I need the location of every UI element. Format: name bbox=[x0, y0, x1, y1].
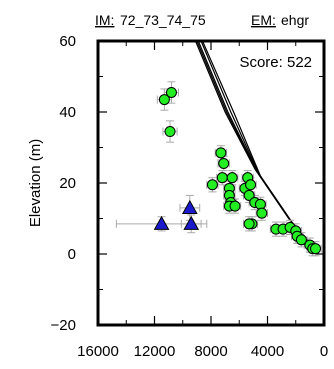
circle-data-point bbox=[229, 200, 241, 212]
x-tick-label: 0 bbox=[320, 343, 328, 360]
em-value: ehgr bbox=[281, 12, 309, 28]
y-tick-label: −20 bbox=[51, 317, 76, 334]
y-axis-label: Elevation (m) bbox=[27, 139, 44, 227]
circle-data-point bbox=[165, 86, 177, 98]
chart-header: IM: 72_73_74_75 EM: ehgr bbox=[95, 12, 309, 28]
circle-data-point bbox=[215, 147, 227, 159]
im-label: IM: bbox=[95, 12, 114, 28]
x-tick-label: 8000 bbox=[194, 343, 227, 360]
circle-data-point bbox=[226, 172, 238, 184]
circle-data-point bbox=[254, 198, 266, 210]
circle-data-point bbox=[164, 126, 176, 138]
y-tick-label: 20 bbox=[59, 175, 76, 192]
plot-frame bbox=[96, 39, 326, 327]
circle-data-point bbox=[243, 218, 255, 230]
circle-data-point bbox=[243, 189, 255, 201]
y-tick-label: 0 bbox=[68, 246, 76, 263]
score-label: Score: 522 bbox=[239, 54, 312, 71]
im-value: 72_73_74_75 bbox=[120, 12, 206, 28]
circle-data-point bbox=[310, 243, 322, 255]
circle-data-point bbox=[218, 157, 230, 169]
circle-data-point bbox=[206, 179, 218, 191]
tick-labels: 16000 12000 8000 4000 0 −20 0 20 40 60 bbox=[51, 33, 329, 360]
triangle-data-point bbox=[153, 215, 170, 230]
model-lines bbox=[194, 41, 318, 251]
y-tick-label: 40 bbox=[59, 104, 76, 121]
circle-data-point bbox=[158, 94, 170, 106]
data-markers bbox=[153, 86, 322, 255]
triangle-data-point bbox=[181, 199, 198, 214]
circle-data-point bbox=[295, 234, 307, 246]
x-tick-label: 16000 bbox=[77, 343, 119, 360]
x-tick-label: 4000 bbox=[251, 343, 284, 360]
em-label: EM: bbox=[251, 12, 276, 28]
triangle-data-point bbox=[183, 215, 200, 230]
y-tick-label: 60 bbox=[59, 33, 76, 50]
circle-data-point bbox=[256, 207, 268, 219]
model-line bbox=[194, 41, 314, 248]
circle-data-point bbox=[245, 179, 257, 191]
circle-data-point bbox=[216, 172, 228, 184]
x-tick-label: 12000 bbox=[134, 343, 176, 360]
model-line bbox=[200, 41, 316, 250]
